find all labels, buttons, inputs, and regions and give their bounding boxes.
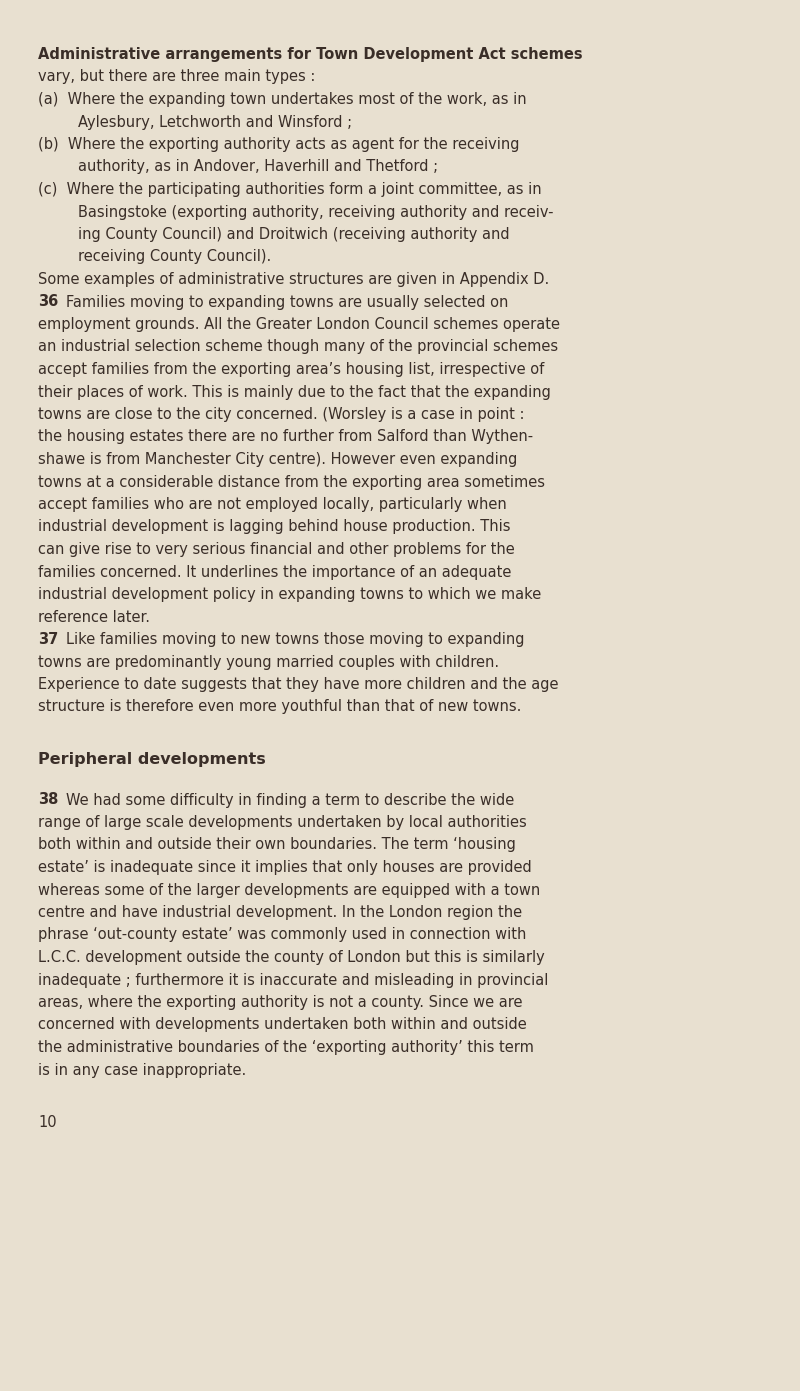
Text: industrial development policy in expanding towns to which we make: industrial development policy in expandi… — [38, 587, 542, 602]
Text: structure is therefore even more youthful than that of new towns.: structure is therefore even more youthfu… — [38, 700, 522, 715]
Text: Basingstoke (exporting authority, receiving authority and receiv-: Basingstoke (exporting authority, receiv… — [78, 204, 554, 220]
Text: vary, but there are three main types :: vary, but there are three main types : — [38, 70, 315, 85]
Text: can give rise to very serious financial and other problems for the: can give rise to very serious financial … — [38, 542, 514, 556]
Text: families concerned. It underlines the importance of an adequate: families concerned. It underlines the im… — [38, 565, 511, 580]
Text: accept families from the exporting area’s housing list, irrespective of: accept families from the exporting area’… — [38, 362, 544, 377]
Text: Administrative arrangements for Town Development Act schemes: Administrative arrangements for Town Dev… — [38, 47, 582, 63]
Text: ing County Council) and Droitwich (receiving authority and: ing County Council) and Droitwich (recei… — [78, 227, 510, 242]
Text: Families moving to expanding towns are usually selected on: Families moving to expanding towns are u… — [66, 295, 508, 310]
Text: the administrative boundaries of the ‘exporting authority’ this term: the administrative boundaries of the ‘ex… — [38, 1040, 534, 1054]
Text: phrase ‘out-county estate’ was commonly used in connection with: phrase ‘out-county estate’ was commonly … — [38, 928, 526, 943]
Text: (b)  Where the exporting authority acts as agent for the receiving: (b) Where the exporting authority acts a… — [38, 136, 519, 152]
Text: both within and outside their own boundaries. The term ‘housing: both within and outside their own bounda… — [38, 837, 516, 853]
Text: their places of work. This is mainly due to the fact that the expanding: their places of work. This is mainly due… — [38, 384, 551, 399]
Text: shawe is from Manchester City centre). However even expanding: shawe is from Manchester City centre). H… — [38, 452, 518, 467]
Text: centre and have industrial development. In the London region the: centre and have industrial development. … — [38, 906, 522, 919]
Text: towns are close to the city concerned. (Worsley is a case in point :: towns are close to the city concerned. (… — [38, 408, 525, 421]
Text: areas, where the exporting authority is not a county. Since we are: areas, where the exporting authority is … — [38, 995, 522, 1010]
Text: Experience to date suggests that they have more children and the age: Experience to date suggests that they ha… — [38, 677, 558, 691]
Text: industrial development is lagging behind house production. This: industrial development is lagging behind… — [38, 519, 510, 534]
Text: Some examples of administrative structures are given in Appendix D.: Some examples of administrative structur… — [38, 273, 550, 287]
Text: reference later.: reference later. — [38, 609, 150, 625]
Text: 36: 36 — [38, 295, 58, 310]
Text: concerned with developments undertaken both within and outside: concerned with developments undertaken b… — [38, 1017, 526, 1032]
Text: 10: 10 — [38, 1116, 57, 1129]
Text: Like families moving to new towns those moving to expanding: Like families moving to new towns those … — [66, 632, 525, 647]
Text: Peripheral developments: Peripheral developments — [38, 753, 266, 766]
Text: (c)  Where the participating authorities form a joint committee, as in: (c) Where the participating authorities … — [38, 182, 542, 198]
Text: authority, as in Andover, Haverhill and Thetford ;: authority, as in Andover, Haverhill and … — [78, 160, 438, 174]
Text: estate’ is inadequate since it implies that only houses are provided: estate’ is inadequate since it implies t… — [38, 860, 532, 875]
Text: L.C.C. development outside the county of London but this is similarly: L.C.C. development outside the county of… — [38, 950, 545, 965]
Text: range of large scale developments undertaken by local authorities: range of large scale developments undert… — [38, 815, 526, 830]
Text: (a)  Where the expanding town undertakes most of the work, as in: (a) Where the expanding town undertakes … — [38, 92, 526, 107]
Text: We had some difficulty in finding a term to describe the wide: We had some difficulty in finding a term… — [66, 793, 514, 808]
Text: is in any case inappropriate.: is in any case inappropriate. — [38, 1063, 246, 1078]
Text: 37: 37 — [38, 632, 58, 647]
Text: receiving County Council).: receiving County Council). — [78, 249, 271, 264]
Text: Aylesbury, Letchworth and Winsford ;: Aylesbury, Letchworth and Winsford ; — [78, 114, 352, 129]
Text: 38: 38 — [38, 793, 58, 808]
Text: towns are predominantly young married couples with children.: towns are predominantly young married co… — [38, 655, 499, 669]
Text: employment grounds. All the Greater London Council schemes operate: employment grounds. All the Greater Lond… — [38, 317, 560, 332]
Text: inadequate ; furthermore it is inaccurate and misleading in provincial: inadequate ; furthermore it is inaccurat… — [38, 972, 548, 988]
Text: towns at a considerable distance from the exporting area sometimes: towns at a considerable distance from th… — [38, 474, 545, 490]
Text: an industrial selection scheme though many of the provincial schemes: an industrial selection scheme though ma… — [38, 339, 558, 355]
Text: the housing estates there are no further from Salford than Wythen-: the housing estates there are no further… — [38, 430, 533, 445]
Text: whereas some of the larger developments are equipped with a town: whereas some of the larger developments … — [38, 882, 540, 897]
Text: accept families who are not employed locally, particularly when: accept families who are not employed loc… — [38, 497, 506, 512]
